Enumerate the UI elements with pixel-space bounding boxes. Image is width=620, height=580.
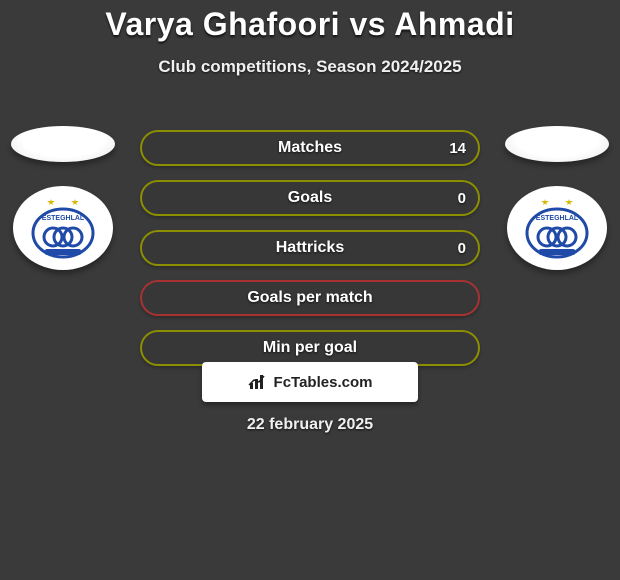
stat-label: Goals per match (247, 289, 372, 307)
svg-text:ESTEGHLAL: ESTEGHLAL (536, 215, 579, 222)
player-left: ESTEGHLAL (8, 126, 118, 270)
stat-label: Min per goal (263, 339, 357, 357)
stat-label: Hattricks (276, 239, 344, 257)
snapshot-date: 22 february 2025 (0, 416, 620, 434)
esteghlal-crest-icon: ESTEGHLAL (23, 193, 103, 263)
stat-row-hattricks: Hattricks 0 (140, 230, 480, 266)
stat-label: Goals (288, 189, 332, 207)
esteghlal-crest-icon: ESTEGHLAL (517, 193, 597, 263)
brand-label: FcTables.com (274, 374, 373, 391)
page-subtitle: Club competitions, Season 2024/2025 (0, 57, 620, 77)
stat-label: Matches (278, 139, 342, 157)
brand-link[interactable]: FcTables.com (202, 362, 418, 402)
club-badge-right: ESTEGHLAL (507, 186, 607, 270)
comparison-card: Varya Ghafoori vs Ahmadi Club competitio… (0, 6, 620, 580)
page-title: Varya Ghafoori vs Ahmadi (0, 6, 620, 43)
avatar-placeholder (11, 126, 115, 162)
stat-row-goals-per-match: Goals per match (140, 280, 480, 316)
svg-text:ESTEGHLAL: ESTEGHLAL (42, 215, 85, 222)
stat-row-min-per-goal: Min per goal (140, 330, 480, 366)
stat-row-goals: Goals 0 (140, 180, 480, 216)
player-right: ESTEGHLAL (502, 126, 612, 270)
stat-value-right: 0 (458, 190, 466, 207)
club-badge-left: ESTEGHLAL (13, 186, 113, 270)
stats-list: Matches 14 Goals 0 Hattricks 0 Goals per… (140, 130, 480, 366)
stat-value-right: 14 (449, 140, 466, 157)
stat-row-matches: Matches 14 (140, 130, 480, 166)
avatar-placeholder (505, 126, 609, 162)
stat-value-right: 0 (458, 240, 466, 257)
bar-chart-icon (248, 373, 268, 391)
